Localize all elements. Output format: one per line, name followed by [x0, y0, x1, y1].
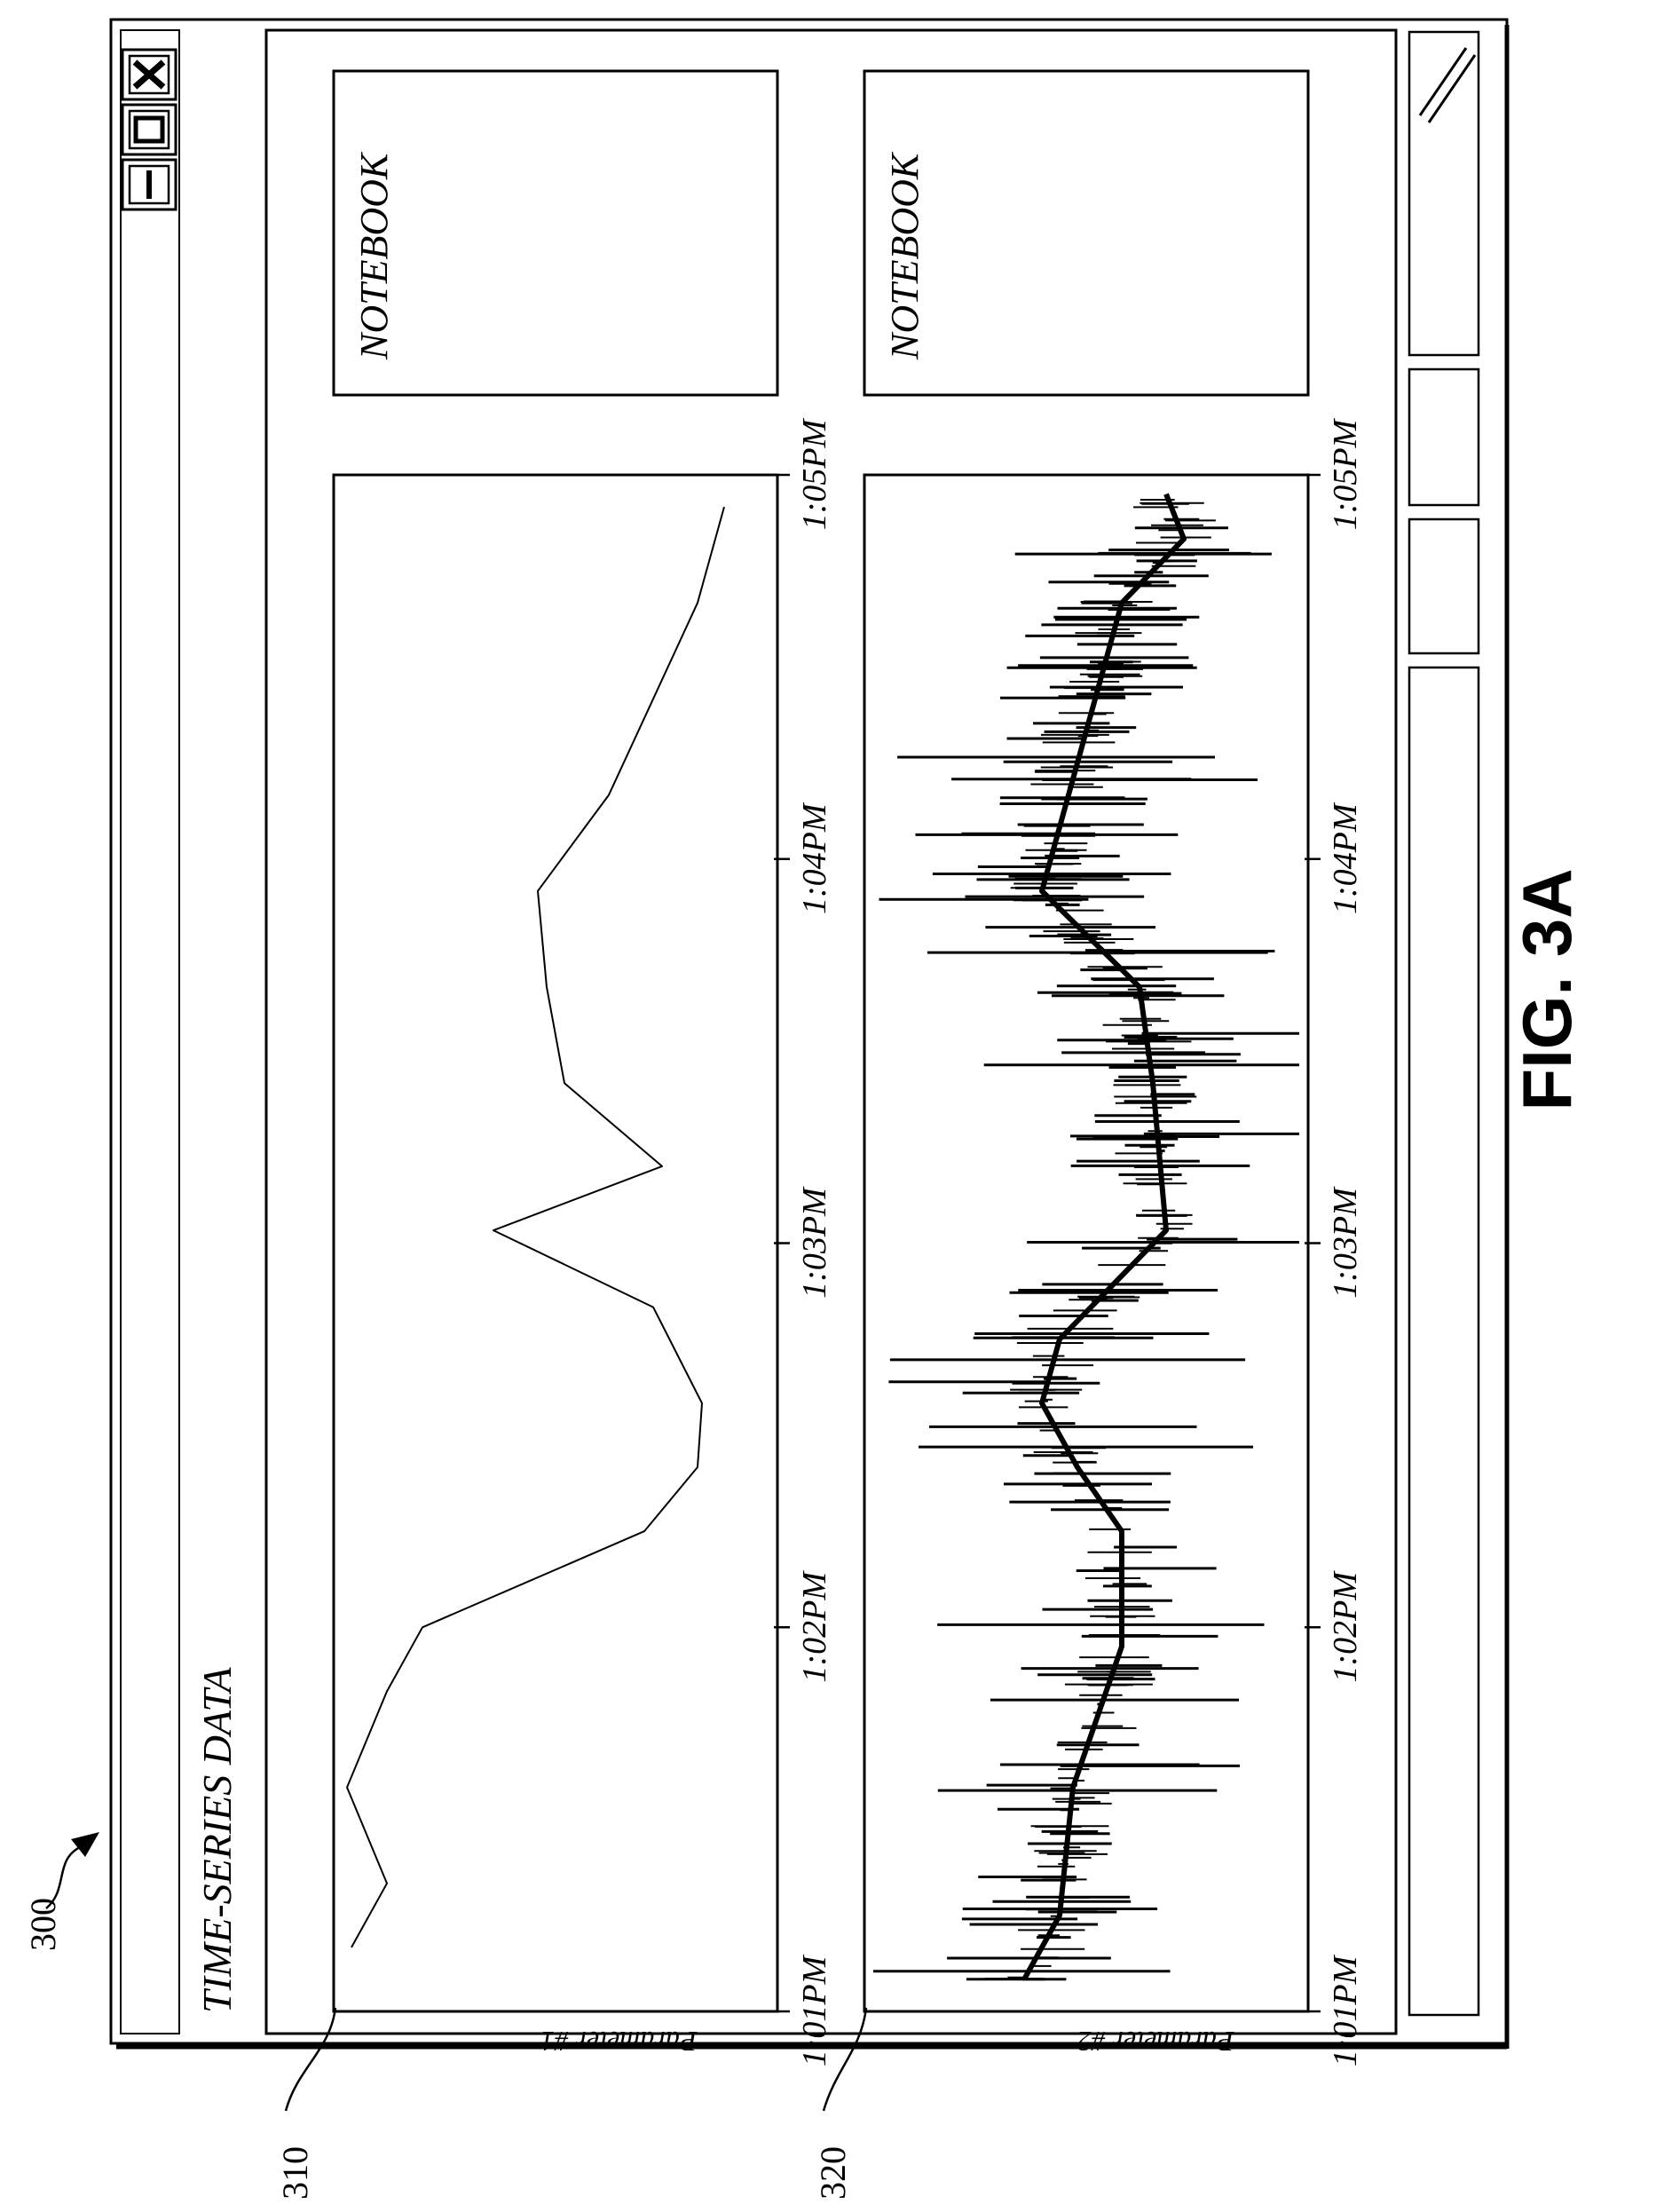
parameter-2-line [1021, 493, 1187, 1981]
chart-2-x-axis: 1:01PM 1:02PM 1:03PM 1:04PM 1:05PM [1305, 417, 1364, 2066]
x-tick-label: 1:04PM [1327, 802, 1364, 914]
chart-1-x-axis: 1:01PM 1:02PM 1:03PM 1:04PM 1:05PM [774, 417, 833, 2066]
status-segment-2[interactable] [1408, 517, 1480, 655]
window-controls [121, 48, 177, 211]
x-tick-label: 1:03PM [796, 1186, 833, 1299]
ref-label-300: 300 [23, 1898, 63, 1951]
x-tick-label: 1:02PM [796, 1570, 833, 1683]
chart-parameter-1: Parameter #1 1:01PM1:02PM1:03PM1:04PM1:0… [332, 417, 833, 2066]
x-tick-label: 1:01PM [1327, 1954, 1364, 2066]
maximize-icon[interactable] [121, 103, 177, 156]
resize-grip-icon[interactable] [1418, 47, 1477, 123]
chart-1-ylabel: Parameter #1 [540, 2026, 698, 2058]
ref-leader-320 [822, 2007, 868, 2112]
x-tick-label: 1:02PM [1327, 1570, 1364, 1683]
close-icon[interactable] [121, 48, 177, 101]
notebook-label-2: NOTEBOOK [883, 151, 927, 360]
content-area [264, 28, 1398, 2035]
x-tick-label: 1:05PM [1327, 417, 1364, 530]
chart-1-plot-area [332, 473, 779, 2013]
x-tick-label: 1:03PM [1327, 1186, 1364, 1299]
chart-2-ylabel: Parameter #2 [1077, 2026, 1235, 2058]
status-bar [1408, 30, 1480, 2017]
status-segment-4[interactable] [1408, 30, 1480, 357]
status-segment-3[interactable] [1408, 367, 1480, 507]
notebook-label-1: NOTEBOOK [352, 151, 396, 360]
x-tick-label: 1:04PM [796, 802, 833, 914]
minimize-icon[interactable] [121, 158, 177, 211]
ref-leader-310 [284, 2007, 337, 2112]
ref-arrow-300 [45, 1845, 83, 1909]
window-title: TIME-SERIES DATA [194, 1666, 240, 2013]
parameter-1-line [346, 506, 725, 1948]
chart-parameter-2: Parameter #2 1:01PM1:02PM1:03PM1:04PM1:0… [863, 417, 1364, 2066]
figure-label: FIG. 3A [1508, 868, 1586, 1110]
chart-2-series [1021, 493, 1187, 1981]
title-bar[interactable] [120, 29, 180, 2034]
ref-arrowhead-300 [71, 1832, 99, 1857]
chart-1-series [346, 506, 725, 1948]
notebook-panel-1[interactable]: NOTEBOOK [332, 69, 779, 397]
notebook-panel-2[interactable]: NOTEBOOK [863, 69, 1310, 397]
x-tick-label: 1:01PM [796, 1954, 833, 2066]
ref-label-320: 320 [813, 2146, 853, 2200]
application-window [109, 18, 1510, 2050]
x-tick-label: 1:05PM [796, 417, 833, 530]
status-segment-1[interactable] [1408, 666, 1480, 2017]
ref-label-310: 310 [275, 2146, 315, 2200]
